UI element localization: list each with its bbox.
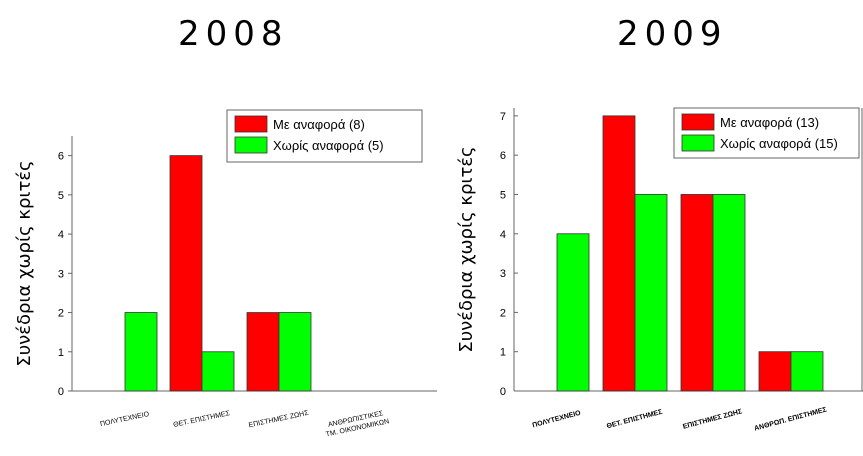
bar (712, 194, 746, 392)
y-tick-label: 0 (500, 386, 506, 398)
x-tick-label: ΘΕΤ. ΕΠΙΣΤΗΜΕΣ (606, 409, 663, 431)
x-tick-label: ΕΠΙΣΤΗΜΕΣ ΖΩΗΣ (682, 408, 743, 431)
legend-swatch (234, 115, 268, 133)
y-tick-label: 3 (58, 268, 64, 280)
y-tick-label: 1 (500, 347, 506, 359)
y-tick-label: 4 (500, 229, 506, 241)
y-axis-label: Συνέδρια χωρίς κριτές (456, 146, 477, 352)
bar (556, 233, 590, 392)
x-tick-label: ΑΝΘΡΩΠΙΣΤΙΚΕΣΤΜ. ΟΙΚΟΝΟΜΙΚΩΝ (323, 409, 389, 438)
legend-swatch (234, 136, 268, 154)
legend-swatch (681, 134, 715, 152)
y-axis-label: Συνέδρια χωρίς κριτές (14, 160, 35, 366)
chart-title-2009: 2009 (617, 14, 728, 54)
legend-label: Χωρίς αναφορά (5) (273, 138, 384, 153)
bar (246, 312, 280, 392)
bar (278, 312, 312, 392)
y-tick-label: 7 (500, 111, 506, 123)
bar (790, 351, 824, 392)
y-tick-label: 1 (58, 347, 64, 359)
x-tick-label: ΠΟΛΥΤΕΧΝΕΙΟ (100, 411, 151, 428)
legend-label: Με αναφορά (13) (720, 115, 819, 130)
bar (602, 115, 636, 392)
x-tick-label: ΠΟΛΥΤΕΧΝΕΙΟ (532, 410, 582, 430)
y-tick-label: 0 (58, 386, 64, 398)
x-tick-label: ΕΠΙΣΤΗΜΕΣ ΖΩΗΣ (248, 410, 310, 430)
x-tick-label: ΘΕΤ. ΕΠΙΣΤΗΜΕΣ (173, 410, 232, 429)
bar (758, 351, 792, 392)
bar (124, 312, 158, 392)
y-tick-label: 5 (58, 190, 64, 202)
bar (169, 155, 203, 392)
y-tick-label: 5 (500, 189, 506, 201)
bar (680, 194, 714, 392)
x-tick-label: ΑΝΘΡΩΠ. ΕΠΙΣΤΗΜΕΣ (754, 407, 828, 433)
y-tick-label: 2 (500, 307, 506, 319)
legend-label: Με αναφορά (8) (273, 117, 365, 132)
bar (634, 194, 668, 392)
y-tick-label: 4 (58, 229, 64, 241)
legend-swatch (681, 113, 715, 131)
chart-title-2008: 2008 (178, 14, 289, 54)
y-tick-label: 6 (500, 150, 506, 162)
y-tick-label: 2 (58, 308, 64, 320)
y-tick-label: 3 (500, 268, 506, 280)
y-tick-label: 6 (58, 151, 64, 163)
bar (201, 351, 235, 392)
legend-label: Χωρίς αναφορά (15) (720, 136, 838, 151)
